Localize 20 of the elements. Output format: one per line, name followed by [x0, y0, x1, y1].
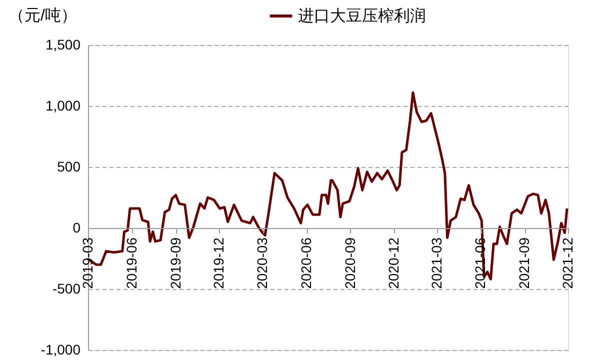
y-axis-title: （元/吨）	[8, 6, 77, 24]
x-tick-label: 2019-12	[210, 237, 227, 289]
x-tick-label: 2019-09	[167, 237, 184, 289]
x-tick-label: 2020-09	[342, 237, 358, 289]
y-tick-label: 1,000	[45, 98, 81, 114]
x-tick-label: 2021-03	[428, 237, 444, 289]
x-tick-label: 2021-09	[516, 237, 532, 289]
y-tick-label: 1,500	[45, 36, 81, 52]
y-tick-label: -500	[52, 280, 81, 296]
x-tick-label: 2021-12	[560, 237, 576, 289]
x-tick-label: 2020-12	[385, 237, 402, 289]
x-tick-label: 2019-03	[80, 237, 96, 289]
x-tick-label: 2020-06	[298, 237, 314, 289]
y-tick-label: -1,000	[40, 342, 81, 358]
x-tick-label: 2020-03	[254, 237, 270, 289]
y-tick-label: 500	[57, 158, 81, 174]
x-tick-label: 2019-06	[123, 237, 140, 289]
y-tick-label: 0	[72, 220, 81, 236]
x-tick-label: 2021-06	[472, 237, 488, 289]
legend-label: 进口大豆压榨利润	[298, 7, 426, 25]
